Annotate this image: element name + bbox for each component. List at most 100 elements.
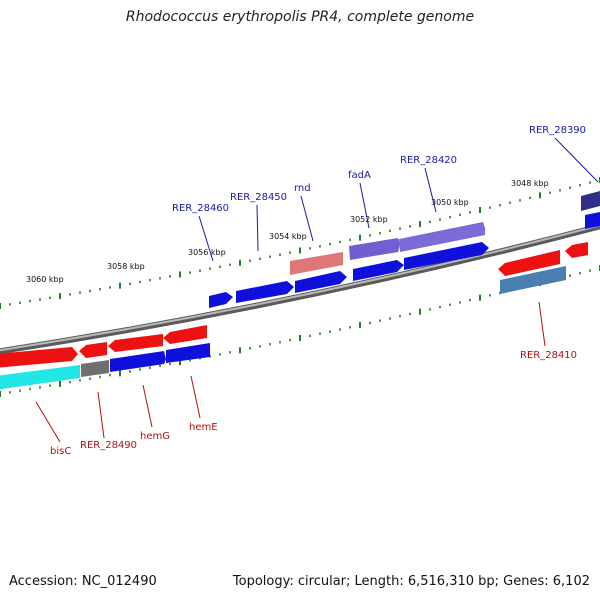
gene-rer-28490[interactable] (81, 360, 109, 377)
outer-track-tick (309, 247, 311, 250)
inner-track-tick (39, 386, 41, 389)
scale-label-3050: 3050 kbp (431, 198, 469, 207)
outer-track-tick (499, 204, 501, 207)
outer-track-tick (189, 271, 191, 274)
outer-track-tick (589, 181, 591, 184)
inner-track-tick (219, 353, 221, 356)
label-heme: hemE (189, 422, 218, 433)
inner-track-tick (109, 373, 111, 377)
outer-track-tick (0, 303, 1, 309)
gene-red-left-4[interactable] (163, 325, 207, 344)
gene-bisc[interactable] (0, 365, 80, 390)
inner-track-tick (19, 389, 21, 392)
inner-track-tick (99, 375, 101, 379)
inner-track-tick (269, 343, 271, 346)
outer-track-tick (69, 293, 71, 296)
scale-label-3048: 3048 kbp (511, 179, 549, 188)
gene-red-left-2[interactable] (79, 342, 107, 358)
inner-track-tick (309, 334, 311, 338)
inner-track-tick (249, 347, 251, 350)
label-rer-28390: RER_28390 (529, 125, 586, 136)
outer-track-tick (269, 255, 271, 258)
outer-track-tick (559, 189, 561, 192)
pointer-rer-28390 (554, 137, 599, 183)
scale-label-3058: 3058 kbp (107, 262, 145, 271)
outer-track-tick (159, 277, 161, 280)
gene-red-left-1[interactable] (0, 347, 78, 368)
outer-track-tick (579, 184, 581, 187)
inner-track-tick (139, 368, 141, 371)
inner-track-tick (349, 326, 351, 329)
outer-track-tick (289, 251, 291, 254)
outer-track-tick (209, 267, 211, 270)
inner-track-tick (569, 274, 571, 277)
inner-track-tick (459, 301, 461, 304)
accession-text: Accession: NC_012490 (9, 574, 157, 589)
inner-track-tick (69, 381, 71, 384)
inner-track-tick (399, 315, 401, 318)
outer-track-tick (239, 259, 241, 266)
outer-track-tick (389, 229, 391, 233)
gene-red-right-1[interactable] (498, 250, 560, 276)
outer-track-tick (179, 271, 181, 278)
outer-track-tick (539, 192, 541, 199)
map-title: Rhodococcus erythropolis PR4, complete g… (125, 9, 475, 25)
gene-rnd[interactable] (290, 252, 343, 275)
outer-track-tick (409, 225, 411, 228)
inner-track-tick (9, 391, 11, 394)
label-bisc: bisC (50, 446, 71, 457)
inner-track-tick (0, 391, 1, 397)
gene-rer-28460[interactable] (209, 292, 233, 308)
pointer-heme (190, 375, 201, 419)
outer-track-tick (509, 201, 511, 204)
inner-track-tick (359, 322, 361, 329)
gene-labels-top: RER_28460 RER_28450 rnd fadA RER_28420 R… (172, 125, 586, 214)
outer-track-tick (419, 221, 421, 228)
gene-rer-28390[interactable] (581, 191, 600, 211)
pointer-hemg (142, 384, 153, 428)
pointer-rer-28460 (198, 215, 214, 262)
gene-red-left-3[interactable] (108, 334, 163, 352)
outer-tick-track (0, 177, 600, 309)
outer-track-tick (519, 199, 521, 202)
label-rer-28420: RER_28420 (400, 155, 457, 166)
outer-track-tick (219, 265, 221, 268)
inner-track-tick (289, 338, 291, 342)
outer-track-tick (429, 220, 431, 223)
outer-track-tick (99, 288, 101, 291)
inner-track-tick (89, 377, 91, 380)
outer-track-tick (349, 238, 351, 241)
gene-rer-28420[interactable] (399, 222, 485, 252)
inner-track-tick (489, 294, 491, 297)
gene-rer-28410[interactable] (500, 266, 566, 294)
gene-blue-upper-1[interactable] (585, 212, 600, 229)
gene-fada[interactable] (349, 238, 400, 260)
outer-track-tick (79, 291, 81, 294)
gene-heme[interactable] (166, 343, 210, 363)
gene-rer-28450[interactable] (236, 281, 294, 303)
outer-track-tick (89, 289, 91, 293)
scale-label-3054: 3054 kbp (269, 232, 307, 241)
outer-track-tick (139, 280, 141, 284)
outer-track-tick (339, 240, 341, 244)
scale-label-3052: 3052 kbp (350, 215, 388, 224)
outer-track-tick (319, 245, 321, 248)
gene-red-right-2[interactable] (565, 242, 588, 258)
genome-backbone-highlight (0, 224, 600, 352)
inner-track-tick (119, 370, 121, 377)
gene-blue-4[interactable] (404, 242, 489, 270)
outer-track-tick (569, 186, 571, 189)
gene-blue-2[interactable] (295, 271, 347, 293)
outer-track-tick (259, 257, 261, 260)
inner-track-tick (379, 319, 381, 322)
outer-track-tick (299, 247, 301, 254)
outer-track-tick (149, 278, 151, 282)
gene-hemg[interactable] (110, 351, 166, 372)
scale-label-3056: 3056 kbp (188, 248, 226, 257)
gene-blue-3[interactable] (353, 260, 404, 281)
outer-track-tick (29, 299, 31, 303)
outer-track-tick (329, 242, 331, 246)
pointer-bisc (35, 401, 61, 443)
lower-gene-track (0, 325, 210, 390)
